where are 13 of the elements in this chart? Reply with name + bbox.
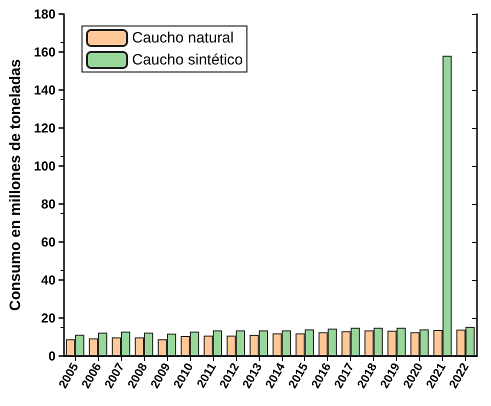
y-tick-label: 60 [41, 234, 56, 250]
y-tick-label: 0 [48, 348, 56, 364]
y-tick-label: 160 [34, 44, 56, 60]
y-tick-label: 180 [34, 6, 56, 22]
y-tick-label: 140 [34, 82, 56, 98]
y-tick-label: 120 [34, 120, 56, 136]
y-tick-label: 20 [41, 310, 56, 326]
legend-label: Caucho sintético [132, 52, 243, 68]
y-tick-label: 80 [41, 196, 56, 212]
y-axis-title: Consumo en millones de toneladas [7, 59, 24, 311]
legend-label: Caucho natural [132, 30, 234, 46]
y-tick-label: 40 [41, 272, 56, 288]
y-tick-label: 100 [34, 158, 56, 174]
